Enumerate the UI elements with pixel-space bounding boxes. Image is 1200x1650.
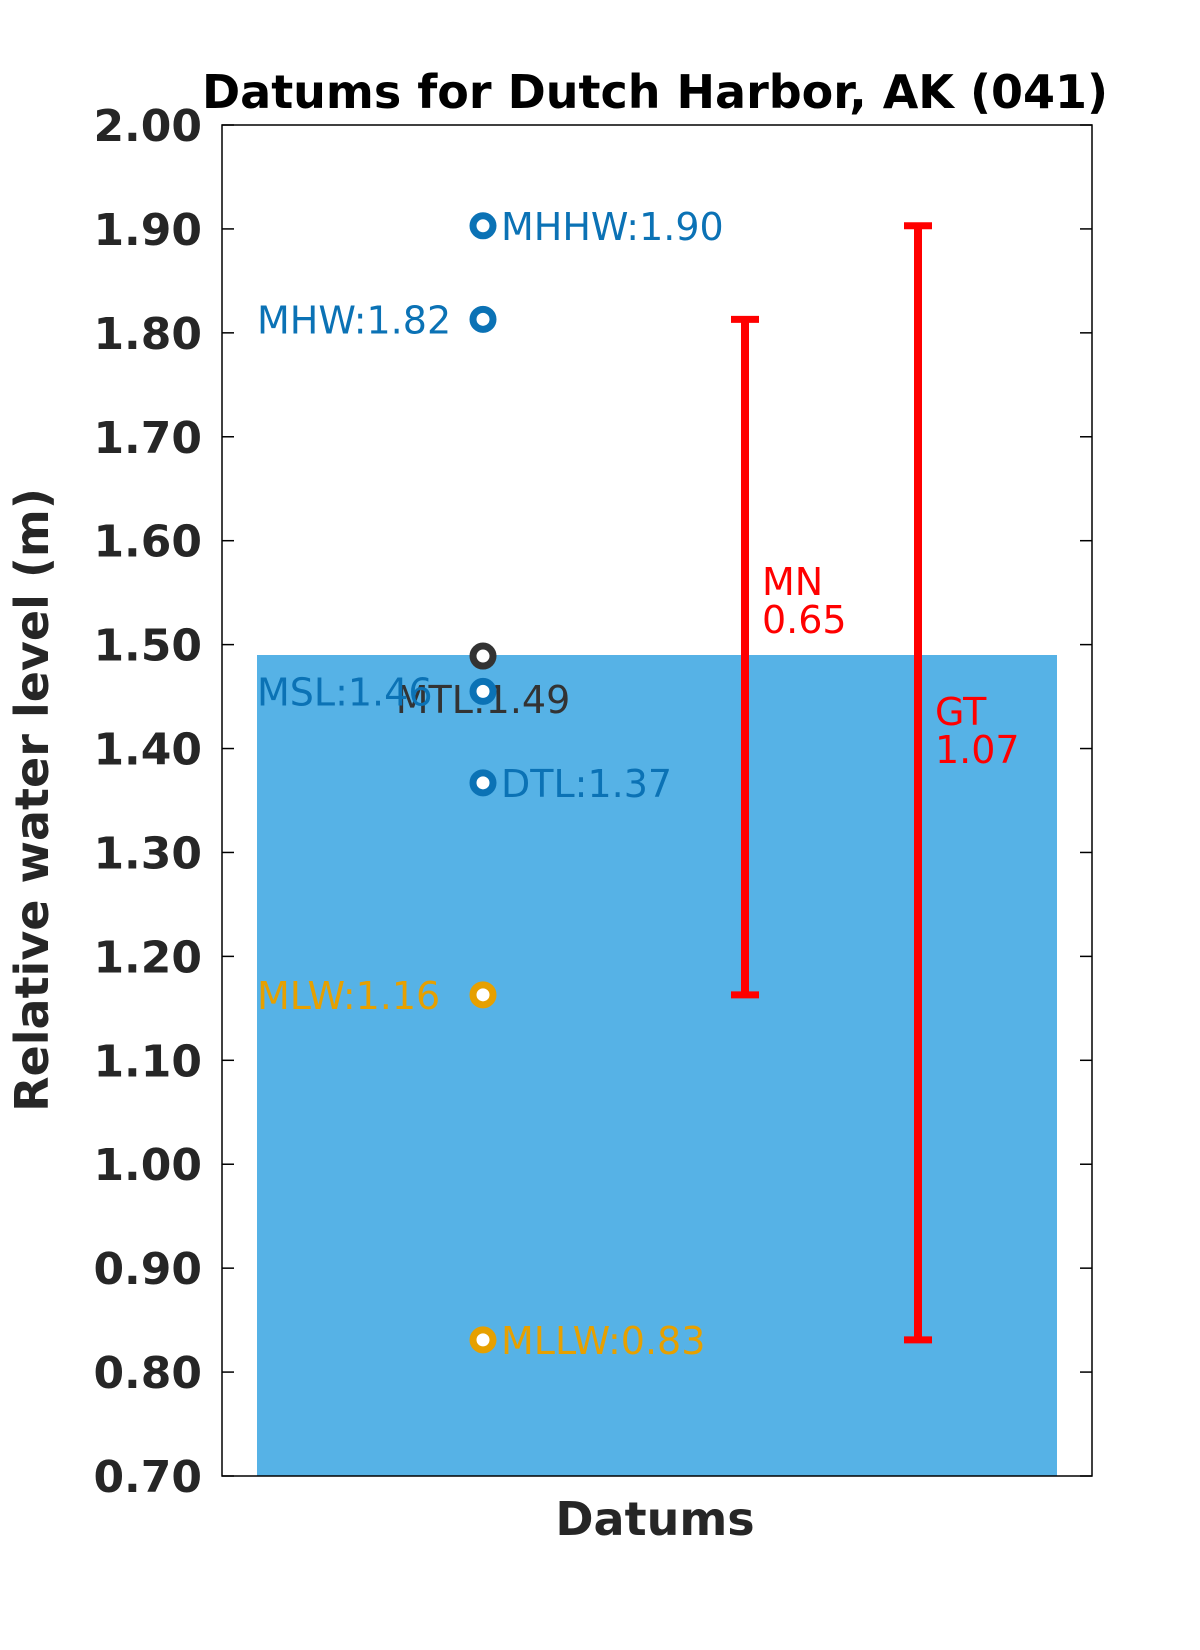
y-tick-label: 1.00 (93, 1140, 202, 1191)
datum-marker-mlw (469, 981, 497, 1009)
y-tick-label: 1.80 (93, 309, 202, 360)
range-mn: MN0.65 (731, 315, 847, 999)
range-label-name-mn: MN (762, 560, 823, 604)
y-axis-label: Relative water level (m) (5, 488, 59, 1112)
datum-label-msl: MSL:1.46 (257, 670, 433, 714)
plot-area: 0.70 0.80 0.90 1.00 1.10 1.20 1.30 1.40 1.50 1.60… (93, 101, 1093, 1503)
chart-title: Datums for Dutch Harbor, AK (041) (202, 65, 1108, 119)
y-tick-label: 1.20 (93, 932, 202, 983)
datum-marker-mllw (469, 1326, 497, 1354)
y-tick-label: 1.10 (93, 1036, 202, 1087)
datum-label-mhhw: MHHW:1.90 (501, 205, 724, 249)
y-tick-label: 1.50 (93, 621, 202, 672)
y-tick-label: 0.80 (93, 1348, 202, 1399)
range-label-name-gt: GT (935, 690, 987, 734)
y-tick-label: 1.30 (93, 828, 202, 879)
datum-marker-mtl (469, 642, 497, 670)
range-gt: GT1.07 (904, 222, 1020, 1344)
datum-label-mlw: MLW:1.16 (257, 974, 440, 1018)
datum-marker-dtl (469, 769, 497, 797)
datum-marker-mhhw (469, 212, 497, 240)
datum-label-dtl: DTL:1.37 (501, 762, 672, 806)
x-axis-label: Datums (555, 1492, 754, 1546)
y-tick-label: 0.90 (93, 1244, 202, 1295)
datum-label-mhw: MHW:1.82 (257, 298, 451, 342)
y-tick-label: 2.00 (93, 101, 202, 152)
range-label-value-gt: 1.07 (935, 728, 1020, 772)
y-tick-label: 1.70 (93, 413, 202, 464)
range-label-value-mn: 0.65 (762, 598, 847, 642)
datum-marker-mhw (469, 305, 497, 333)
datum-label-mllw: MLLW:0.83 (501, 1319, 705, 1363)
y-tick-label: 1.40 (93, 725, 202, 776)
y-tick-label: 1.90 (93, 205, 202, 256)
datum-marker-msl (469, 677, 497, 705)
y-tick-label: 1.60 (93, 517, 202, 568)
y-tick-label: 0.70 (93, 1452, 202, 1503)
plot-frame (221, 124, 1093, 1477)
